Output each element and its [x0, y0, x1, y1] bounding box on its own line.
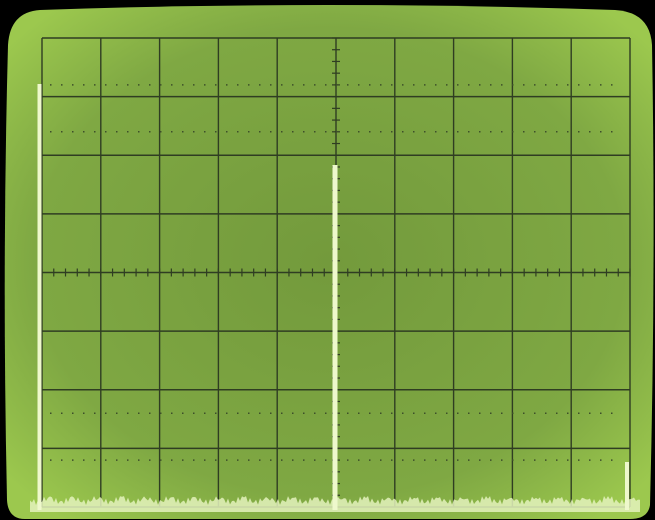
- spike: [37, 84, 42, 510]
- spike: [625, 462, 629, 510]
- trace: [30, 84, 640, 512]
- crt-screen: [4, 5, 654, 519]
- spike: [332, 165, 338, 510]
